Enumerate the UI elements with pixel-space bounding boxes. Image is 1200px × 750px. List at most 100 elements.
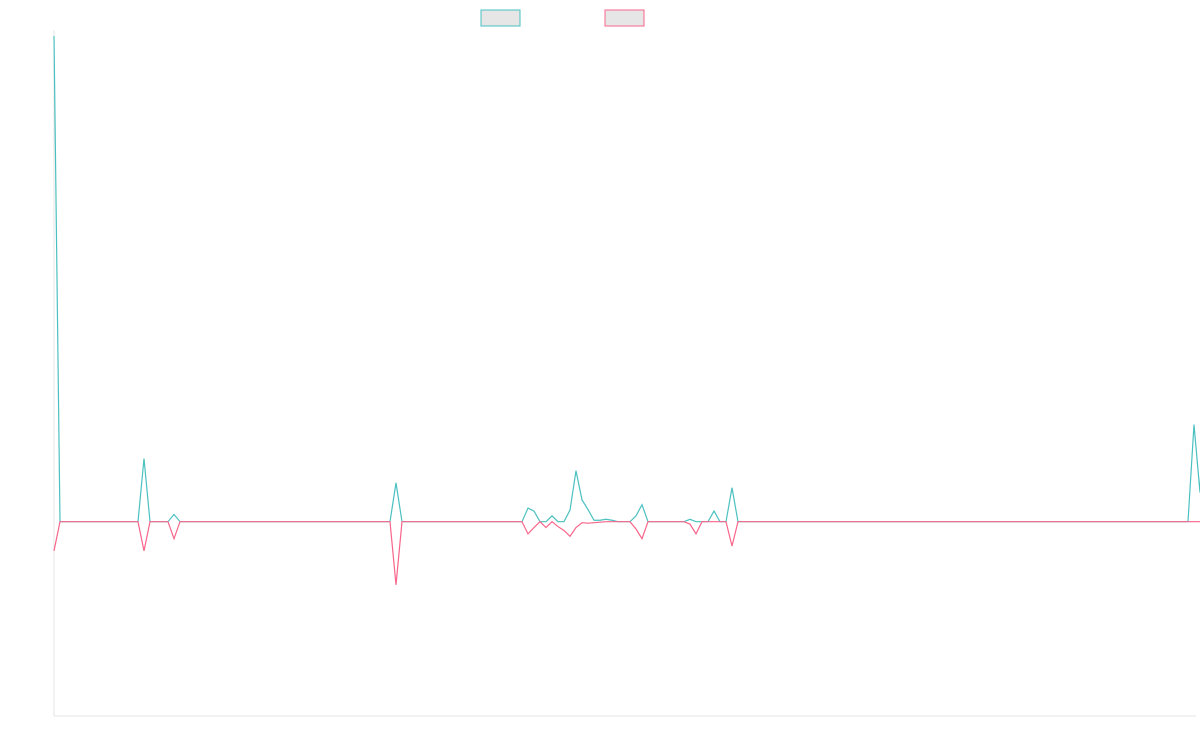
data-point[interactable] [94, 520, 98, 524]
data-point[interactable] [592, 521, 596, 525]
data-point[interactable] [142, 457, 146, 461]
data-point[interactable] [928, 520, 932, 524]
data-point[interactable] [148, 520, 152, 524]
data-point[interactable] [562, 528, 566, 532]
data-point[interactable] [388, 520, 392, 524]
data-point[interactable] [424, 520, 428, 524]
data-point[interactable] [580, 521, 584, 525]
data-point[interactable] [1060, 520, 1064, 524]
data-point[interactable] [982, 520, 986, 524]
data-point[interactable] [1120, 520, 1124, 524]
data-point[interactable] [646, 520, 650, 524]
data-point[interactable] [544, 526, 548, 530]
data-point[interactable] [1192, 520, 1196, 524]
data-point[interactable] [988, 520, 992, 524]
data-point[interactable] [1132, 520, 1136, 524]
data-point[interactable] [688, 517, 692, 521]
data-point[interactable] [850, 520, 854, 524]
data-point[interactable] [706, 520, 710, 524]
data-point[interactable] [520, 520, 524, 524]
data-point[interactable] [802, 520, 806, 524]
data-point[interactable] [340, 520, 344, 524]
data-point[interactable] [124, 520, 128, 524]
data-point[interactable] [412, 520, 416, 524]
data-point[interactable] [934, 520, 938, 524]
data-point[interactable] [430, 520, 434, 524]
data-point[interactable] [1000, 520, 1004, 524]
data-point[interactable] [472, 520, 476, 524]
data-point[interactable] [226, 520, 230, 524]
data-point[interactable] [532, 509, 536, 513]
data-point[interactable] [1192, 423, 1196, 427]
data-point[interactable] [262, 520, 266, 524]
data-point[interactable] [568, 534, 572, 538]
data-point[interactable] [202, 520, 206, 524]
legend-swatch-2[interactable] [604, 9, 645, 27]
data-point[interactable] [178, 520, 182, 524]
data-point[interactable] [406, 520, 410, 524]
data-point[interactable] [394, 583, 398, 587]
data-point[interactable] [712, 509, 716, 513]
data-point[interactable] [940, 520, 944, 524]
data-point[interactable] [1174, 520, 1178, 524]
data-point[interactable] [490, 520, 494, 524]
data-point[interactable] [574, 526, 578, 530]
data-point[interactable] [1108, 520, 1112, 524]
data-point[interactable] [316, 520, 320, 524]
data-point[interactable] [862, 520, 866, 524]
data-point[interactable] [898, 520, 902, 524]
data-point[interactable] [544, 520, 548, 524]
data-point[interactable] [556, 520, 560, 524]
data-point[interactable] [268, 520, 272, 524]
data-point[interactable] [844, 520, 848, 524]
data-point[interactable] [904, 520, 908, 524]
data-point[interactable] [1126, 520, 1130, 524]
data-point[interactable] [526, 532, 530, 536]
data-point[interactable] [526, 506, 530, 510]
data-point[interactable] [514, 520, 518, 524]
data-point[interactable] [718, 520, 722, 524]
data-point[interactable] [478, 520, 482, 524]
data-point[interactable] [280, 520, 284, 524]
data-point[interactable] [1156, 520, 1160, 524]
data-point[interactable] [808, 520, 812, 524]
data-point[interactable] [538, 520, 542, 524]
data-point[interactable] [586, 508, 590, 512]
data-point[interactable] [886, 520, 890, 524]
data-point[interactable] [766, 520, 770, 524]
data-point[interactable] [220, 520, 224, 524]
legend-swatch-1[interactable] [480, 9, 521, 27]
data-point[interactable] [664, 520, 668, 524]
data-point[interactable] [448, 520, 452, 524]
data-point[interactable] [172, 537, 176, 541]
data-point[interactable] [310, 520, 314, 524]
data-point[interactable] [682, 520, 686, 524]
data-point[interactable] [1162, 520, 1166, 524]
data-point[interactable] [1144, 520, 1148, 524]
data-point[interactable] [634, 527, 638, 531]
data-point[interactable] [856, 520, 860, 524]
data-point[interactable] [688, 522, 692, 526]
data-point[interactable] [586, 521, 590, 525]
data-point[interactable] [52, 34, 56, 38]
data-point[interactable] [550, 514, 554, 518]
data-point[interactable] [556, 525, 560, 529]
data-point[interactable] [922, 520, 926, 524]
data-point[interactable] [700, 520, 704, 524]
data-point[interactable] [370, 520, 374, 524]
data-point[interactable] [190, 520, 194, 524]
data-point[interactable] [1186, 520, 1190, 524]
data-point[interactable] [322, 520, 326, 524]
data-point[interactable] [82, 520, 86, 524]
data-point[interactable] [1042, 520, 1046, 524]
data-point[interactable] [130, 520, 134, 524]
data-point[interactable] [196, 520, 200, 524]
data-point[interactable] [382, 520, 386, 524]
data-point[interactable] [1096, 520, 1100, 524]
data-point[interactable] [916, 520, 920, 524]
data-point[interactable] [868, 520, 872, 524]
data-point[interactable] [532, 526, 536, 530]
data-point[interactable] [676, 520, 680, 524]
data-point[interactable] [442, 520, 446, 524]
data-point[interactable] [484, 520, 488, 524]
